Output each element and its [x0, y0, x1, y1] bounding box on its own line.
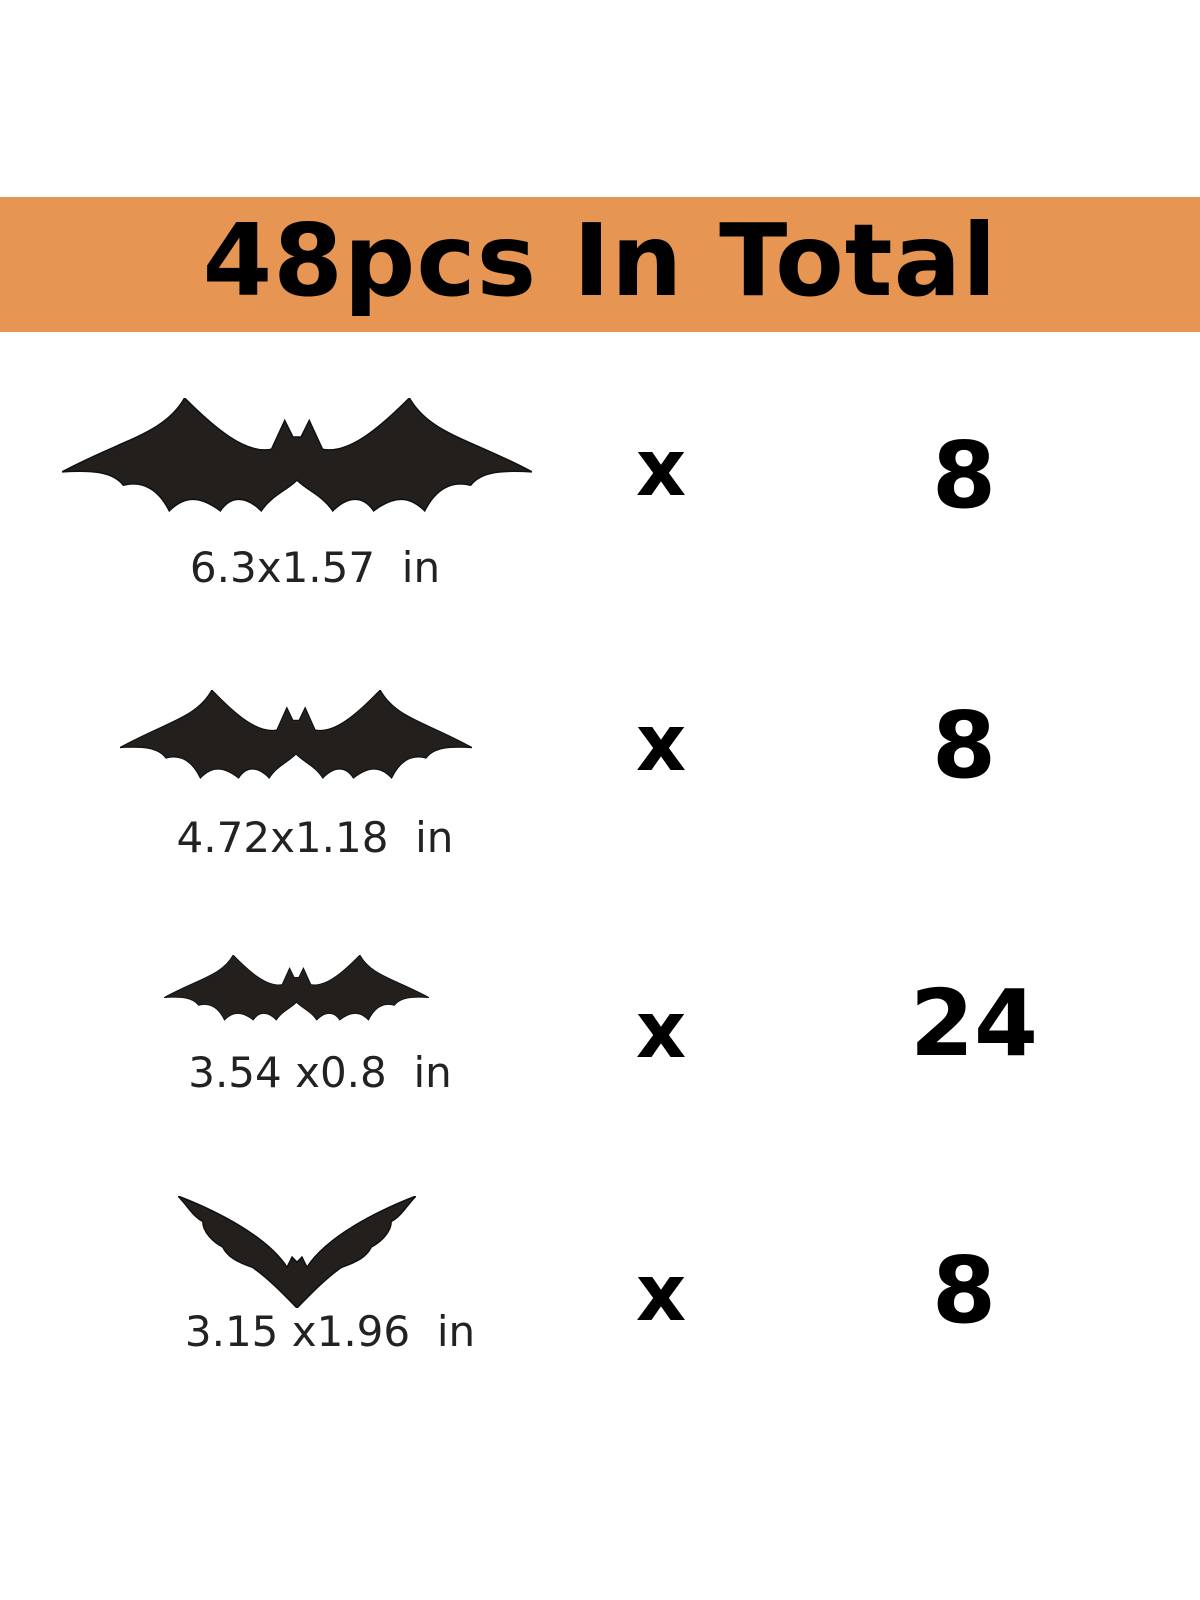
quantity: 8: [931, 692, 996, 799]
size-label: 3.54 x0.8 in: [188, 1048, 452, 1097]
bat-icon: [164, 955, 429, 1021]
quantity: 24: [909, 970, 1039, 1077]
multiplier: x: [635, 424, 687, 514]
bat-icon: [62, 398, 532, 513]
multiplier: x: [635, 1249, 687, 1339]
title: 48pcs In Total: [202, 201, 998, 319]
bat-v-icon: [178, 1196, 416, 1308]
multiplier: x: [635, 699, 687, 789]
bat-icon: [120, 690, 472, 780]
title-banner: 48pcs In Total: [0, 197, 1200, 332]
size-label: 6.3x1.57 in: [189, 543, 441, 592]
size-label: 3.15 x1.96 in: [184, 1307, 476, 1356]
multiplier: x: [635, 986, 687, 1076]
quantity: 8: [931, 1237, 996, 1344]
size-label: 4.72x1.18 in: [176, 813, 454, 862]
quantity: 8: [931, 422, 996, 529]
